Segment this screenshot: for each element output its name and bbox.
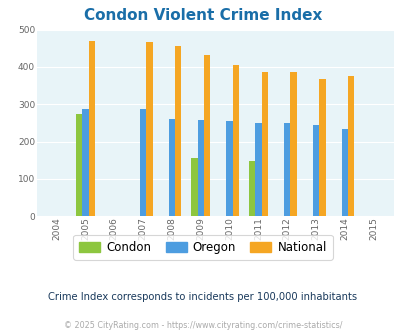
Bar xyxy=(341,129,347,216)
Bar xyxy=(168,119,175,216)
Bar xyxy=(203,55,210,216)
Bar xyxy=(318,79,325,216)
Bar xyxy=(226,121,232,216)
Bar xyxy=(347,76,354,216)
Text: © 2025 CityRating.com - https://www.cityrating.com/crime-statistics/: © 2025 CityRating.com - https://www.city… xyxy=(64,321,341,330)
Bar xyxy=(255,123,261,216)
Bar xyxy=(312,125,318,216)
Bar xyxy=(140,109,146,216)
Bar xyxy=(197,120,203,216)
Bar xyxy=(76,114,82,216)
Bar xyxy=(88,41,95,216)
Text: Condon Violent Crime Index: Condon Violent Crime Index xyxy=(83,8,322,23)
Bar xyxy=(232,65,239,216)
Bar xyxy=(191,158,197,216)
Bar xyxy=(284,123,290,216)
Bar xyxy=(290,72,296,216)
Bar xyxy=(146,42,152,216)
Bar xyxy=(82,109,88,216)
Bar xyxy=(248,161,255,216)
Text: Crime Index corresponds to incidents per 100,000 inhabitants: Crime Index corresponds to incidents per… xyxy=(48,292,357,302)
Legend: Condon, Oregon, National: Condon, Oregon, National xyxy=(73,235,332,260)
Bar xyxy=(261,72,267,216)
Bar xyxy=(175,47,181,216)
